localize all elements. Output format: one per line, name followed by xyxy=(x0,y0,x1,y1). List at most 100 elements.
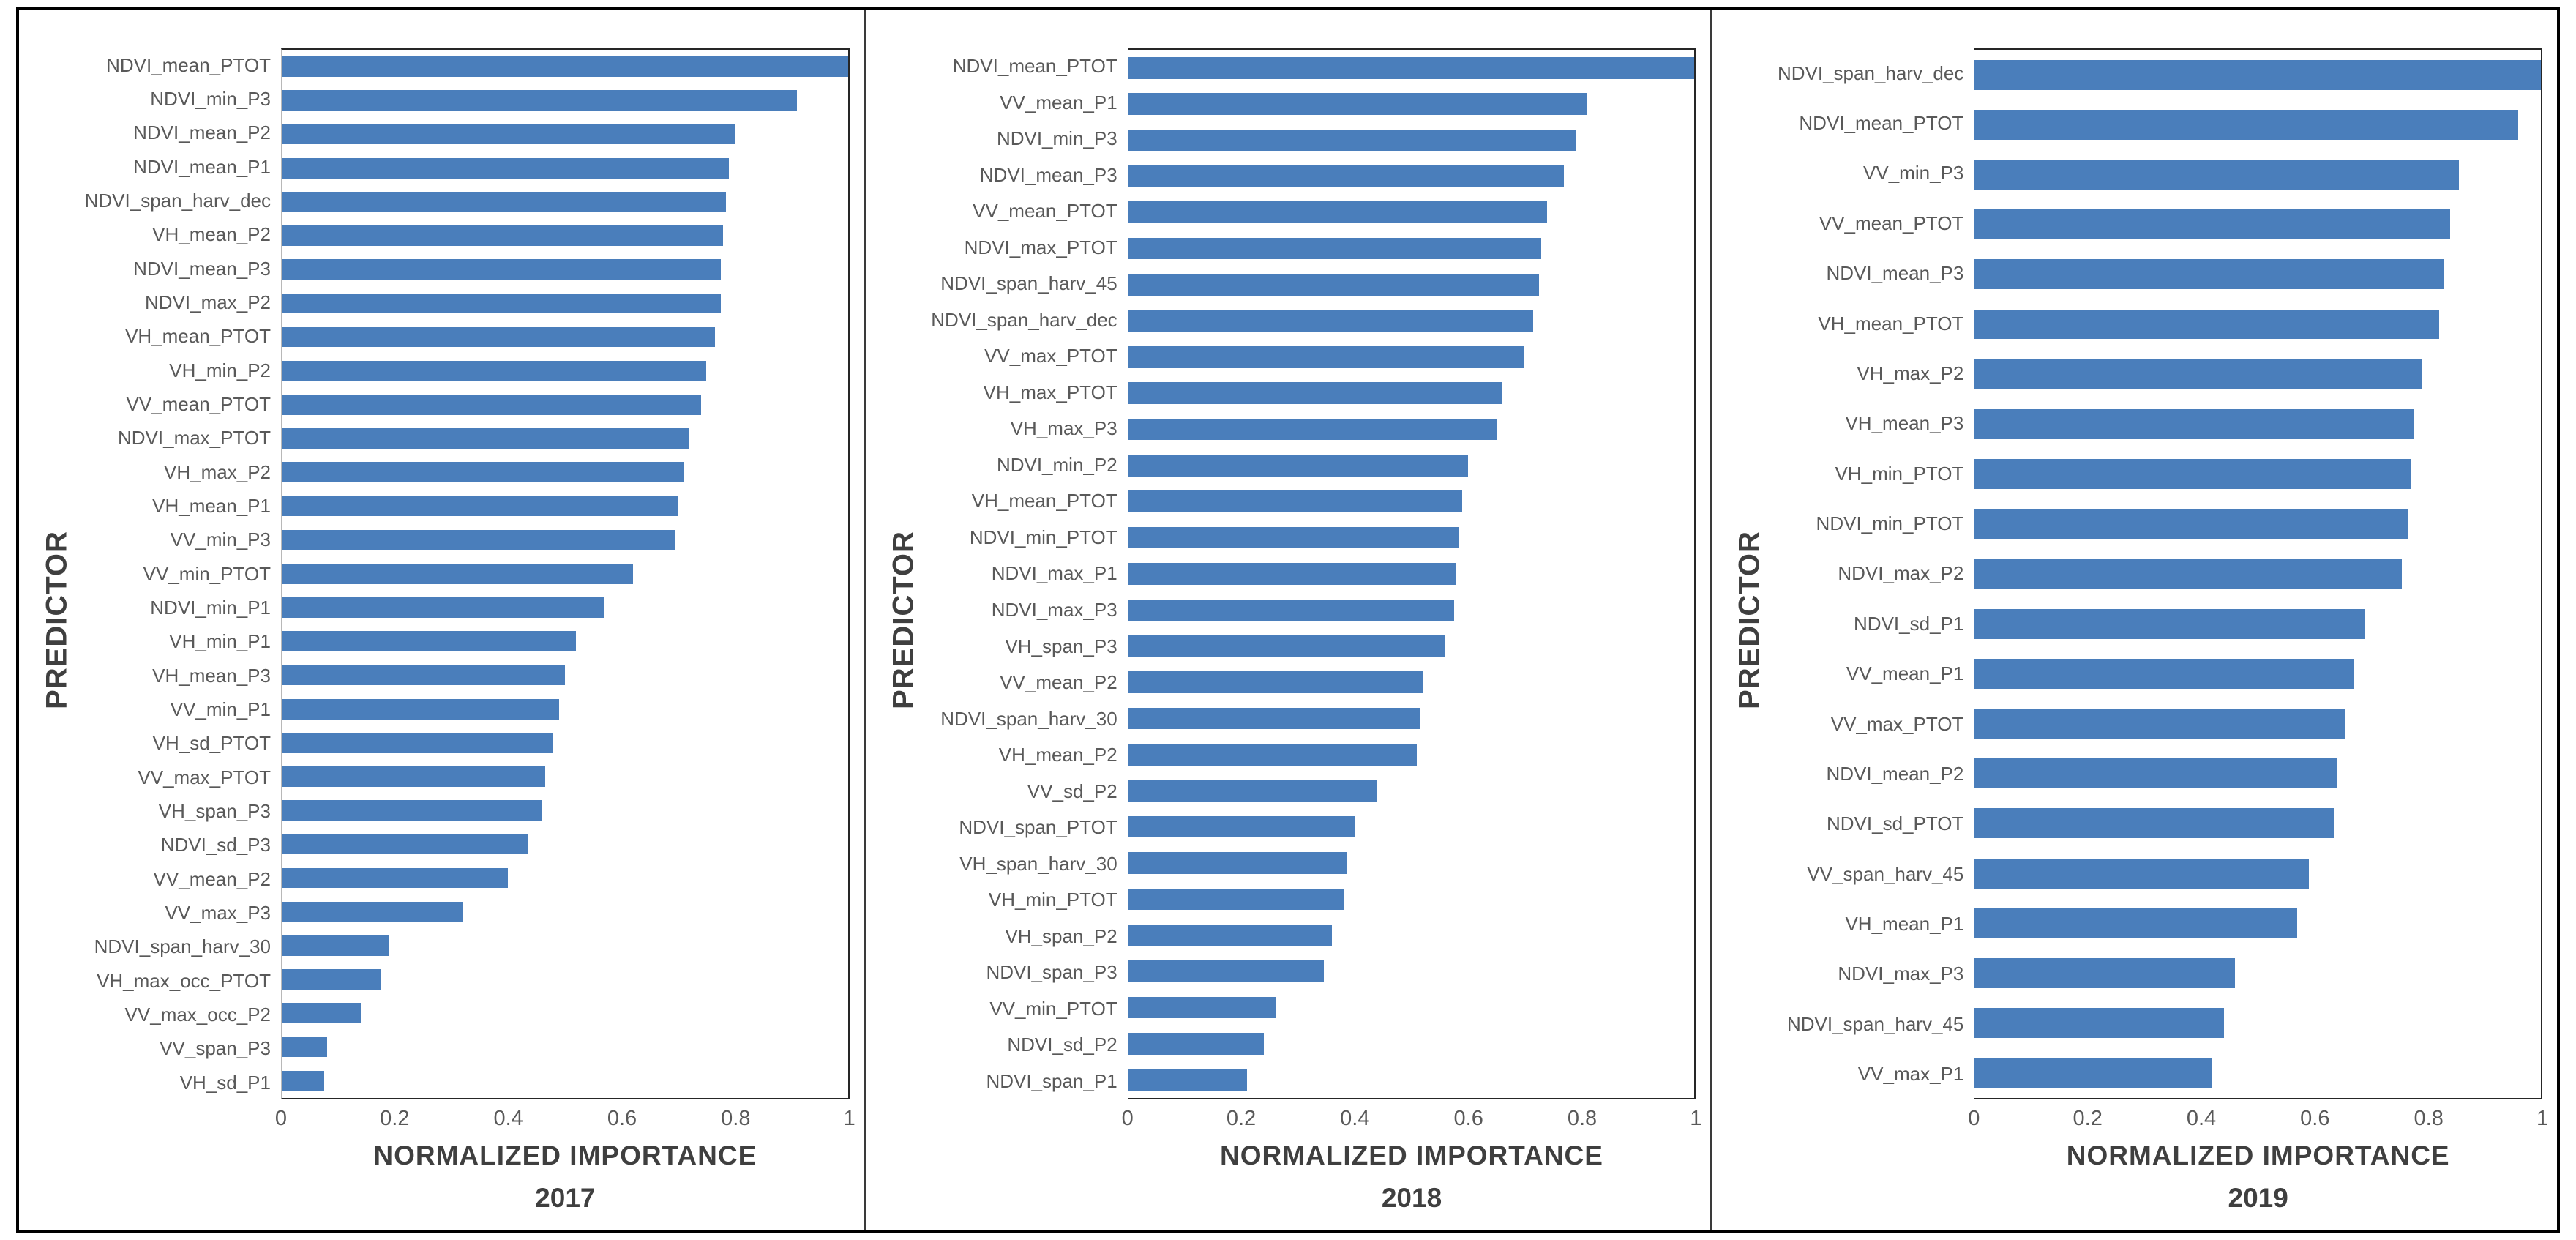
y-axis-label: VV_max_PTOT xyxy=(138,766,271,788)
bar xyxy=(1128,815,1355,838)
y-axis-label: VH_mean_P2 xyxy=(152,223,271,246)
bar xyxy=(282,665,565,686)
y-axis-label: VV_mean_PTOT xyxy=(126,392,271,415)
bar xyxy=(1974,1058,2213,1088)
bar-row xyxy=(1128,339,1695,375)
bar-row xyxy=(282,50,848,83)
bar xyxy=(1974,160,2459,190)
x-axis-ticks: 0 0.2 0.4 0.6 0.8 1 xyxy=(1968,1099,2548,1138)
y-axis-label: VH_mean_P1 xyxy=(1845,913,1964,935)
y-axis-label: VV_max_PTOT xyxy=(984,345,1117,367)
bar xyxy=(282,360,707,381)
bar-row xyxy=(1128,86,1695,122)
bar xyxy=(1128,707,1420,730)
bar xyxy=(1128,671,1423,693)
bar-row xyxy=(282,422,848,455)
bar-row xyxy=(1128,736,1695,772)
bar-row xyxy=(1128,303,1695,339)
bar-row xyxy=(1974,549,2541,599)
x-axis-tick: 0 xyxy=(274,1107,288,1130)
bar-row xyxy=(1128,881,1695,917)
y-axis-label: VV_mean_P2 xyxy=(153,867,271,890)
bar-row xyxy=(1128,664,1695,700)
bar-row xyxy=(282,963,848,996)
y-axis-label: VH_span_P3 xyxy=(158,799,271,822)
chart-title-year: 2017 xyxy=(535,1183,596,1213)
bar-row xyxy=(1128,266,1695,302)
bar xyxy=(1128,382,1502,404)
bar-row xyxy=(1974,100,2541,149)
bar-row xyxy=(1128,158,1695,194)
bar xyxy=(1974,408,2414,439)
bar xyxy=(1128,960,1324,982)
y-axis-label: VH_min_PTOT xyxy=(988,889,1117,911)
bar xyxy=(1128,455,1468,477)
y-axis-label: NDVI_sd_PTOT xyxy=(1826,813,1964,835)
bar-row xyxy=(282,624,848,658)
bar-row xyxy=(282,455,848,489)
bar xyxy=(282,496,678,517)
y-axis-label: VH_mean_P1 xyxy=(152,494,271,517)
y-axis-label: VH_max_occ_PTOT xyxy=(97,969,271,992)
bar xyxy=(1128,599,1454,621)
y-axis-label: NDVI_max_P2 xyxy=(1838,562,1964,585)
x-axis-tick: 0.8 xyxy=(1567,1107,1598,1130)
y-axis-label: NDVI_max_P1 xyxy=(991,562,1117,585)
x-axis-tick: 0.6 xyxy=(2300,1107,2330,1130)
y-axis-label: NDVI_span_harv_dec xyxy=(931,308,1117,331)
y-axis-label: NDVI_min_P1 xyxy=(150,596,271,619)
bar-row xyxy=(1974,749,2541,799)
bar xyxy=(282,56,848,77)
bar-row xyxy=(1974,399,2541,449)
bar xyxy=(1128,635,1445,657)
y-axis-label: NDVI_span_harv_30 xyxy=(940,707,1117,730)
bar xyxy=(282,1037,327,1058)
bar xyxy=(282,90,798,111)
x-axis-tick: 1 xyxy=(843,1107,855,1130)
y-axis-label: VV_max_P1 xyxy=(1857,1063,1964,1086)
bar xyxy=(1974,259,2445,290)
y-axis-label: VV_min_P3 xyxy=(1863,162,1964,184)
y-axis-title: PREDICTOR xyxy=(1733,531,1766,709)
x-axis-tick: 0.6 xyxy=(607,1107,637,1130)
y-axis-label: VV_max_occ_P2 xyxy=(124,1003,271,1026)
y-axis-label: VH_mean_PTOT xyxy=(1818,312,1964,335)
y-axis-labels: NDVI_span_harv_dec NDVI_mean_PTOT VV_min_P… xyxy=(1719,48,1974,1099)
y-axis-label: NDVI_span_P3 xyxy=(986,961,1117,984)
bar-row xyxy=(1974,649,2541,698)
bar xyxy=(282,732,554,753)
bar-row xyxy=(1974,698,2541,748)
bar-row xyxy=(282,388,848,422)
x-axis-tick: 0.8 xyxy=(2414,1107,2444,1130)
bar-row xyxy=(282,83,848,117)
bar xyxy=(1128,924,1333,946)
y-axis-label: NDVI_max_PTOT xyxy=(964,236,1117,258)
bar-row xyxy=(282,354,848,388)
bar xyxy=(1128,56,1695,79)
bar xyxy=(1974,559,2403,589)
y-axis-label: VH_mean_P2 xyxy=(998,744,1117,766)
chart-panel-2019: PREDICTOR NDVI_span_harv_dec NDVI_mean_PT… xyxy=(1712,10,2557,1230)
plot-area xyxy=(1974,48,2543,1099)
bar xyxy=(282,225,724,246)
bar xyxy=(1128,780,1378,802)
bar-row xyxy=(282,219,848,253)
y-axis-label: NDVI_sd_P2 xyxy=(1007,1034,1117,1056)
y-axis-title: PREDICTOR xyxy=(40,531,73,709)
y-axis-labels: NDVI_mean_PTOT NDVI_min_P3 NDVI_mean_P2 NDV… xyxy=(26,48,281,1099)
bar xyxy=(282,259,721,280)
bar-row xyxy=(1974,599,2541,649)
y-axis-label: VH_mean_PTOT xyxy=(971,490,1117,512)
bar-row xyxy=(282,591,848,624)
y-axis-label: VV_max_PTOT xyxy=(1830,712,1964,735)
y-axis-label: NDVI_span_harv_45 xyxy=(1786,1012,1964,1035)
bar-row xyxy=(282,1064,848,1098)
bar xyxy=(1974,608,2366,639)
bar-row xyxy=(1974,1048,2541,1098)
y-axis-label: VH_max_P2 xyxy=(164,460,271,483)
bar-row xyxy=(1128,1026,1695,1061)
bar xyxy=(1128,852,1347,874)
bar xyxy=(1128,237,1542,260)
x-axis-ticks: 0 0.2 0.4 0.6 0.8 1 xyxy=(275,1099,855,1138)
bar xyxy=(1128,201,1548,223)
